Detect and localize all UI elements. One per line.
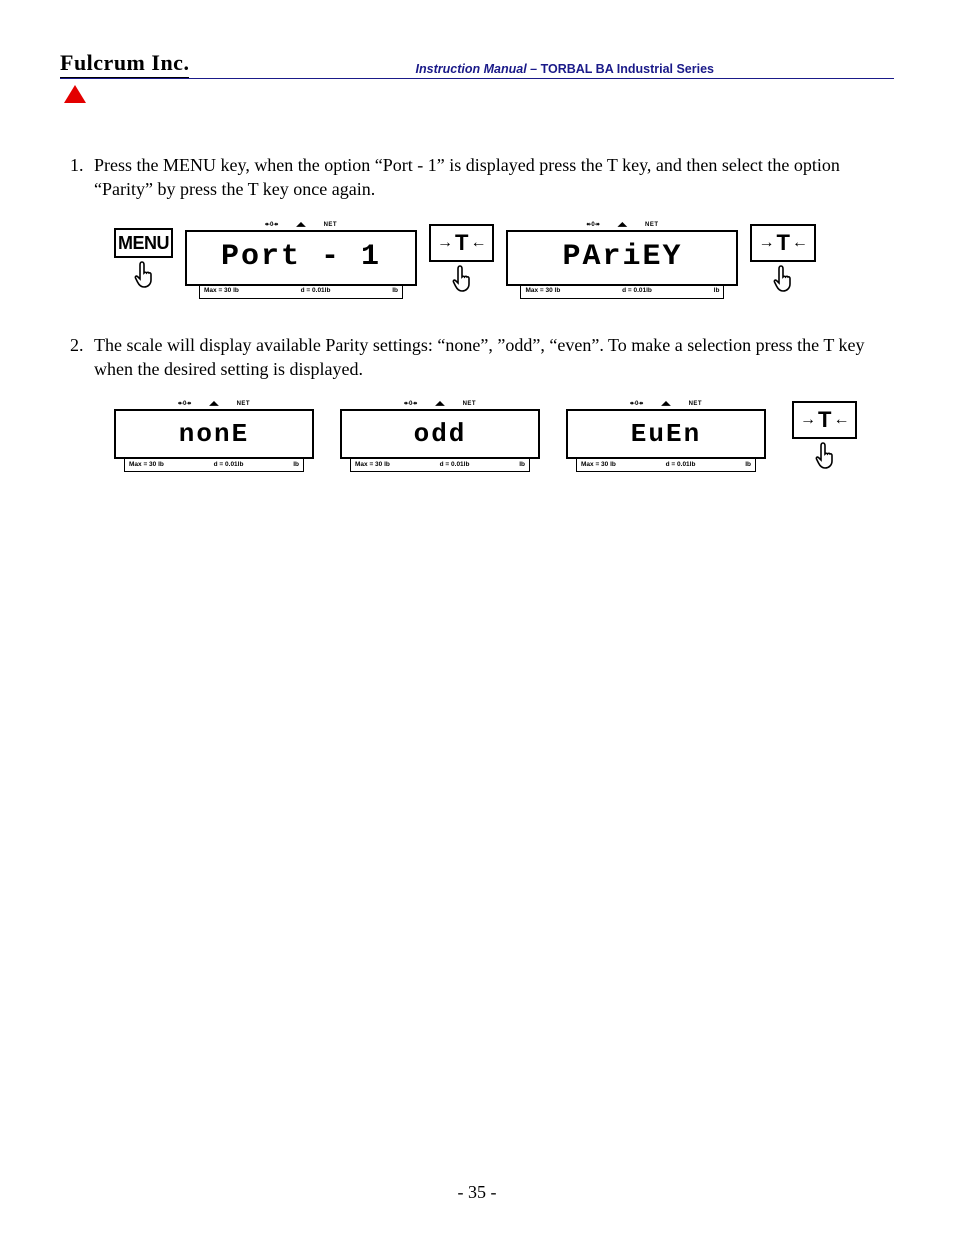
- lcd-max: Max = 30 lb: [581, 461, 616, 470]
- lcd-unit: lb: [714, 287, 720, 296]
- lcd-display-text: EuEn: [566, 409, 766, 459]
- lcd-odd: ↞0↠ ◢◣ NET odd Max = 30 lb d = 0.01lb lb: [340, 399, 540, 472]
- indicator-stable-icon: ◢◣: [661, 400, 670, 408]
- lcd-unit: lb: [392, 287, 398, 296]
- content: Press the MENU key, when the option “Por…: [60, 153, 894, 472]
- indicator-net: NET: [645, 221, 659, 229]
- lcd-parity: ↞0↠ ◢◣ NET PAriEY Max = 30 lb d = 0.01lb…: [506, 220, 738, 299]
- lcd-indicators: ↞0↠ ◢◣ NET: [114, 399, 314, 409]
- step-list: Press the MENU key, when the option “Por…: [60, 153, 894, 472]
- lcd-max: Max = 30 lb: [355, 461, 390, 470]
- hand-pointer-icon: [449, 264, 475, 294]
- indicator-zero-icon: ↞0↠: [178, 400, 191, 408]
- lcd-display-text: Port - 1: [185, 230, 417, 286]
- t-key-label: T: [455, 228, 468, 258]
- lcd-d: d = 0.01lb: [247, 287, 384, 296]
- lcd-indicators: ↞0↠ ◢◣ NET: [340, 399, 540, 409]
- t-key-label: T: [818, 405, 831, 435]
- indicator-zero-icon: ↞0↠: [630, 400, 643, 408]
- arrow-right-icon: ←: [470, 235, 486, 251]
- indicator-stable-icon: ◢◣: [209, 400, 218, 408]
- lcd-footer: Max = 30 lb d = 0.01lb lb: [199, 286, 403, 299]
- lcd-even: ↞0↠ ◢◣ NET EuEn Max = 30 lb d = 0.01lb l…: [566, 399, 766, 472]
- indicator-net: NET: [324, 221, 338, 229]
- page-number: - 35 -: [0, 1182, 954, 1203]
- lcd-port: ↞0↠ ◢◣ NET Port - 1 Max = 30 lb d = 0.01…: [185, 220, 417, 299]
- hand-pointer-icon: [770, 264, 796, 294]
- lcd-d: d = 0.01lb: [172, 461, 285, 470]
- arrow-left-icon: →: [758, 235, 774, 251]
- company-name: Fulcrum Inc.: [60, 50, 189, 76]
- indicator-net: NET: [463, 400, 477, 408]
- lcd-display-text: nonE: [114, 409, 314, 459]
- step-2: The scale will display available Parity …: [88, 333, 894, 473]
- indicator-zero-icon: ↞0↠: [586, 221, 599, 229]
- lcd-display-text: odd: [340, 409, 540, 459]
- lcd-max: Max = 30 lb: [204, 287, 239, 296]
- t-key-group: → T ←: [792, 401, 857, 471]
- indicator-stable-icon: ◢◣: [296, 221, 305, 229]
- lcd-footer: Max = 30 lb d = 0.01lb lb: [520, 286, 724, 299]
- lcd-unit: lb: [519, 461, 525, 470]
- indicator-stable-icon: ◢◣: [618, 221, 627, 229]
- lcd-indicators: ↞0↠ ◢◣ NET: [185, 220, 417, 230]
- t-key-group: → T ←: [429, 224, 494, 294]
- lcd-indicators: ↞0↠ ◢◣ NET: [566, 399, 766, 409]
- page: Fulcrum Inc. Instruction Manual – TORBAL…: [0, 0, 954, 1235]
- t-key[interactable]: → T ←: [429, 224, 494, 262]
- lcd-max: Max = 30 lb: [129, 461, 164, 470]
- figure-row-1: MENU ↞0↠ ◢◣ NET Port - 1: [114, 220, 894, 299]
- t-key-label: T: [776, 228, 789, 258]
- indicator-net: NET: [237, 400, 251, 408]
- arrow-left-icon: →: [800, 412, 816, 428]
- lcd-d: d = 0.01lb: [398, 461, 511, 470]
- arrow-left-icon: →: [437, 235, 453, 251]
- lcd-d: d = 0.01lb: [568, 287, 705, 296]
- step-1: Press the MENU key, when the option “Por…: [88, 153, 894, 299]
- lcd-unit: lb: [293, 461, 299, 470]
- lcd-display-text: PAriEY: [506, 230, 738, 286]
- title-product: TORBAL BA Industrial Series: [541, 62, 714, 76]
- menu-key-group: MENU: [114, 228, 173, 290]
- page-header: Fulcrum Inc. Instruction Manual – TORBAL…: [60, 50, 894, 79]
- title-prefix: Instruction Manual –: [416, 62, 538, 76]
- arrow-right-icon: ←: [833, 412, 849, 428]
- indicator-zero-icon: ↞0↠: [265, 221, 278, 229]
- lcd-footer: Max = 30 lb d = 0.01lb lb: [124, 459, 304, 472]
- lcd-d: d = 0.01lb: [624, 461, 737, 470]
- lcd-unit: lb: [745, 461, 751, 470]
- lcd-max: Max = 30 lb: [525, 287, 560, 296]
- lcd-footer: Max = 30 lb d = 0.01lb lb: [350, 459, 530, 472]
- step-2-text: The scale will display available Parity …: [94, 335, 865, 379]
- arrow-right-icon: ←: [792, 235, 808, 251]
- lcd-none: ↞0↠ ◢◣ NET nonE Max = 30 lb d = 0.01lb l…: [114, 399, 314, 472]
- indicator-zero-icon: ↞0↠: [404, 400, 417, 408]
- indicator-net: NET: [689, 400, 703, 408]
- lcd-footer: Max = 30 lb d = 0.01lb lb: [576, 459, 756, 472]
- figure-row-2: ↞0↠ ◢◣ NET nonE Max = 30 lb d = 0.01lb l…: [114, 399, 894, 472]
- document-title: Instruction Manual – TORBAL BA Industria…: [416, 62, 714, 76]
- t-key[interactable]: → T ←: [792, 401, 857, 439]
- t-key-group: → T ←: [750, 224, 815, 294]
- hand-pointer-icon: [131, 260, 157, 290]
- menu-key[interactable]: MENU: [114, 228, 173, 258]
- hand-pointer-icon: [812, 441, 838, 471]
- indicator-stable-icon: ◢◣: [435, 400, 444, 408]
- t-key[interactable]: → T ←: [750, 224, 815, 262]
- step-1-text: Press the MENU key, when the option “Por…: [94, 155, 840, 199]
- lcd-indicators: ↞0↠ ◢◣ NET: [506, 220, 738, 230]
- red-triangle-icon: [64, 85, 86, 103]
